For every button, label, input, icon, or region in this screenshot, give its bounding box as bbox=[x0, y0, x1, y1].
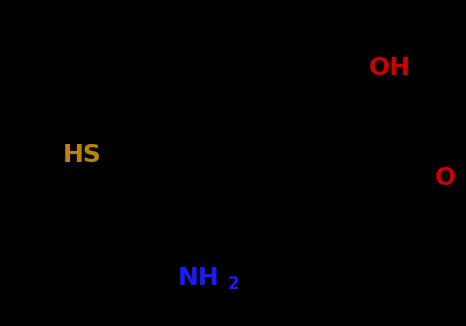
Text: OH: OH bbox=[369, 56, 411, 80]
Text: O: O bbox=[434, 166, 456, 190]
Text: NH: NH bbox=[178, 266, 220, 290]
Text: HS: HS bbox=[62, 143, 102, 167]
Text: 2: 2 bbox=[228, 275, 240, 293]
